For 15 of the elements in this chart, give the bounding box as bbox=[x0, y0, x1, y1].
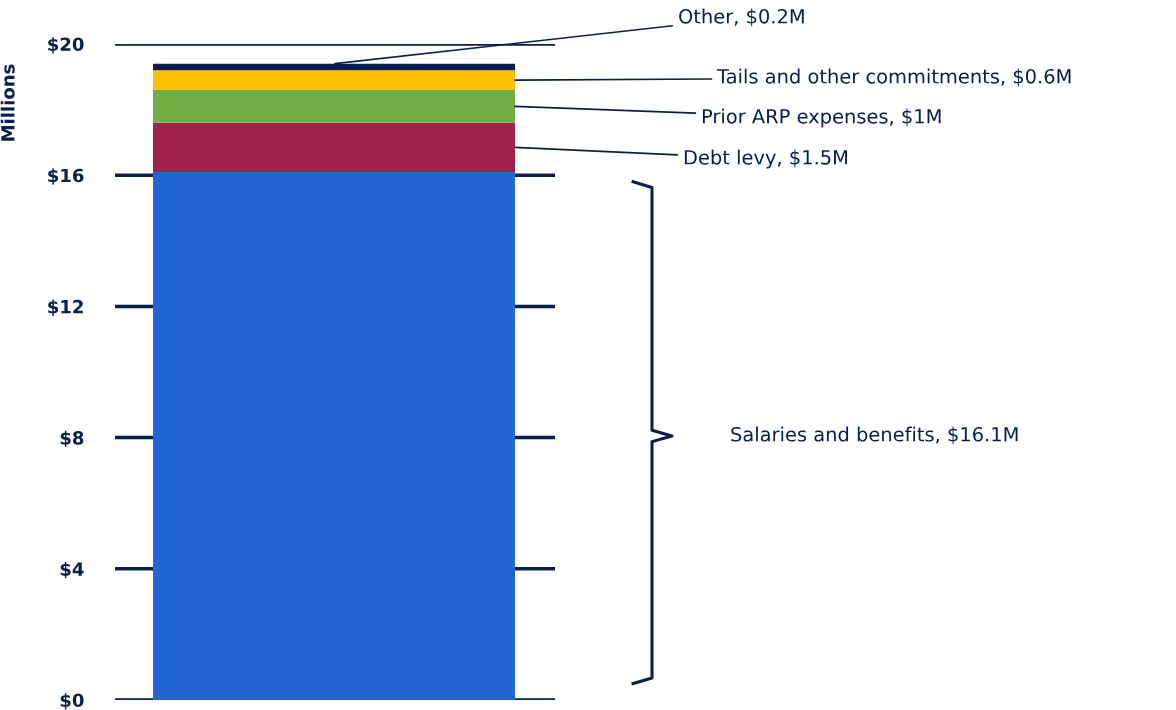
y-tick-label: $0 bbox=[60, 693, 84, 710]
y-tick-label: $16 bbox=[48, 168, 84, 185]
bar bbox=[153, 89, 515, 123]
bar bbox=[153, 70, 515, 90]
y-tick-label: $12 bbox=[48, 299, 83, 316]
data-label: Debt levy, $1.5M bbox=[684, 149, 847, 169]
data-label: Other, $0.2M bbox=[679, 8, 804, 27]
y-tick-label: $4 bbox=[60, 561, 84, 579]
y-tick-label: $8 bbox=[60, 430, 84, 448]
y-axis-title: Millions bbox=[0, 64, 15, 141]
data-label: Prior ARP expenses, $1M bbox=[702, 108, 941, 128]
bar bbox=[153, 122, 515, 172]
data-label: Tails and other commitments, $0.6M bbox=[716, 68, 1071, 87]
y-tick-label: $20 bbox=[48, 37, 84, 54]
text: Salaries and benefits, $16.1M bbox=[731, 426, 1018, 445]
